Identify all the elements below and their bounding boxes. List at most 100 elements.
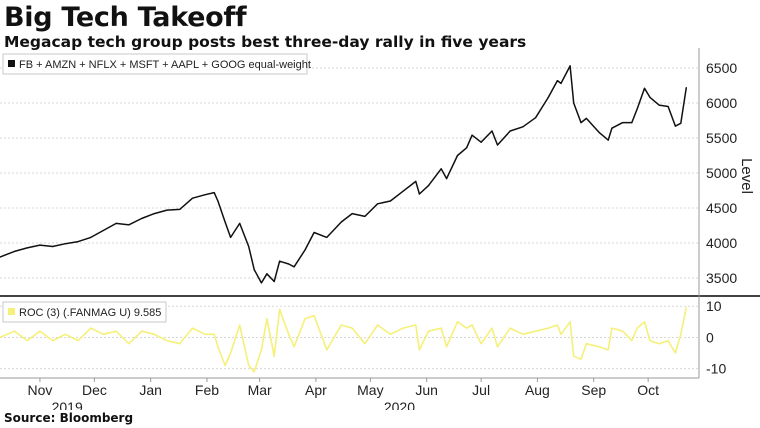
main-y-tick-5500: 5500	[706, 130, 737, 146]
roc-series-point-12	[153, 333, 155, 335]
roc-series-point-62	[611, 327, 613, 329]
y-axis-title: Level	[738, 158, 755, 194]
main-series-point-61	[607, 139, 609, 141]
chart-subtitle: Megacap tech group posts best three-day …	[4, 33, 527, 51]
main-series-point-21	[239, 222, 241, 224]
main-series-point-38	[402, 190, 404, 192]
main-series-point-64	[631, 122, 633, 124]
roc-series-point-72	[685, 306, 687, 309]
main-series-point-7	[90, 236, 92, 238]
roc-series-point-46	[471, 324, 473, 326]
roc-series-point-31	[313, 315, 315, 317]
main-series-point-53	[547, 96, 549, 98]
roc-series-point-30	[304, 318, 306, 320]
roc-legend-box	[2, 301, 167, 323]
chart-title: Big Tech Takeoff	[4, 2, 247, 33]
x-label-aug: Aug	[525, 382, 550, 398]
main-series-point-32	[326, 236, 328, 238]
main-series-point-18	[217, 200, 219, 202]
main-series-point-1	[13, 250, 16, 252]
roc-series-point-33	[340, 324, 342, 326]
main-series-point-41	[427, 185, 430, 187]
main-series-point-17	[213, 192, 215, 194]
main-series-point-16	[204, 194, 206, 196]
main-series-point-70	[674, 125, 677, 127]
roc-legend-label: ROC (3) (.FANMAG U) 9.585	[19, 307, 161, 319]
main-series-point-43	[446, 178, 448, 180]
main-series-point-2	[26, 247, 28, 249]
main-series-point-19	[224, 221, 226, 223]
chart-area: 3500 4000 4500 5000 5500 6000 6500 -10 0 10 Leve…	[0, 48, 760, 410]
main-series-line	[0, 65, 688, 284]
main-series-point-14	[179, 208, 181, 210]
roc-series-point-15	[191, 327, 194, 329]
roc-y-tick-labels: -10 0 10	[706, 298, 726, 376]
main-series-point-30	[304, 249, 306, 251]
roc-series-point-39	[415, 324, 417, 326]
main-series-point-56	[569, 65, 571, 67]
roc-series-point-4	[52, 340, 54, 342]
main-series-point-27	[279, 260, 281, 262]
roc-series-point-1	[13, 330, 16, 332]
roc-series-point-18	[217, 346, 219, 348]
roc-series-point-27	[279, 308, 281, 310]
roc-series-point-63	[622, 330, 624, 332]
roc-series-point-25	[266, 318, 268, 320]
main-series-point-72	[685, 87, 687, 89]
roc-series-point-23	[253, 371, 255, 373]
roc-series-point-22	[248, 364, 250, 367]
x-year-2019: 2019	[52, 399, 83, 410]
roc-series	[0, 306, 688, 373]
main-y-tick-5000: 5000	[706, 165, 737, 181]
roc-series-point-11	[141, 330, 143, 332]
roc-series-point-29	[293, 346, 295, 348]
roc-series-point-69	[667, 340, 669, 342]
main-series-point-71	[680, 122, 682, 124]
roc-legend: ROC (3) (.FANMAG U) 9.585	[2, 301, 167, 323]
roc-series-point-56	[569, 321, 571, 323]
roc-series-point-41	[427, 330, 430, 332]
roc-series-point-10	[128, 343, 130, 345]
x-label-may: May	[357, 382, 383, 398]
x-year-labels: 2019 2020	[52, 399, 416, 410]
roc-y-tick-10: 10	[706, 298, 722, 314]
main-series-point-42	[440, 168, 442, 170]
roc-series-point-21	[239, 324, 241, 326]
main-series-point-54	[556, 80, 559, 82]
roc-series-point-61	[607, 349, 609, 351]
main-y-tick-4500: 4500	[706, 200, 737, 216]
main-series-point-9	[115, 222, 117, 224]
roc-series-point-59	[585, 343, 588, 345]
main-y-tick-6000: 6000	[706, 95, 737, 111]
main-series-point-5	[64, 243, 66, 245]
roc-series-point-54	[556, 324, 559, 326]
main-series-point-37	[389, 200, 391, 202]
roc-series-point-53	[547, 327, 549, 329]
roc-series-point-14	[179, 343, 181, 345]
main-series-point-22	[248, 245, 250, 248]
roc-series-point-5	[64, 333, 66, 335]
main-series-point-11	[141, 217, 143, 220]
x-year-2020: 2020	[384, 399, 415, 410]
main-series-point-62	[611, 127, 613, 129]
roc-series-point-58	[580, 358, 582, 360]
roc-series-point-32	[326, 349, 328, 351]
roc-y-tick-0: 0	[706, 329, 714, 345]
main-series-point-51	[522, 126, 524, 128]
roc-series-point-55	[560, 333, 562, 335]
main-series-point-58	[580, 122, 582, 124]
main-series-point-26	[273, 280, 275, 283]
main-series-point-10	[128, 224, 130, 226]
roc-series-point-13	[166, 340, 168, 342]
main-series-point-13	[166, 209, 168, 211]
roc-series-point-42	[440, 327, 442, 329]
main-series-point-49	[496, 144, 499, 146]
main-series-point-0	[0, 256, 1, 258]
main-series-point-3	[39, 244, 41, 246]
roc-series-point-66	[643, 321, 646, 323]
x-label-sep: Sep	[581, 382, 606, 398]
roc-y-tick--10: -10	[706, 361, 726, 377]
roc-series-point-60	[598, 346, 600, 348]
roc-series-point-71	[680, 333, 682, 335]
x-tick-marks	[39, 378, 649, 382]
